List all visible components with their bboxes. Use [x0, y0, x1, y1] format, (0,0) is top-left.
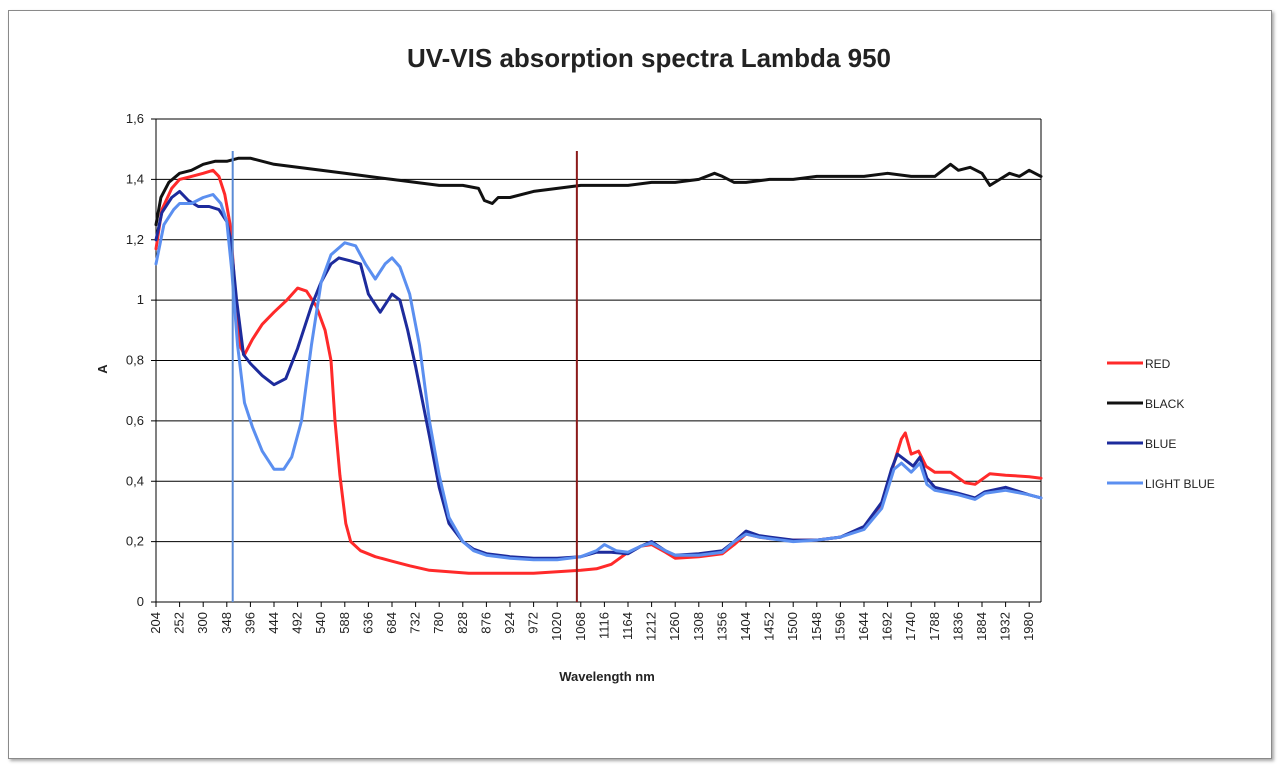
- x-tick-label: 732: [408, 612, 423, 634]
- chart-title: UV-VIS absorption spectra Lambda 950: [407, 43, 891, 73]
- vertical-markers: [231, 151, 578, 602]
- x-tick-label: 348: [219, 612, 234, 634]
- x-tick-label: 636: [360, 612, 375, 634]
- y-axis-label: A: [95, 364, 110, 374]
- legend-label: BLUE: [1145, 437, 1176, 451]
- legend-label: RED: [1145, 357, 1171, 371]
- y-tick-label: 1,4: [126, 171, 144, 186]
- x-tick-label: 492: [290, 612, 305, 634]
- x-tick-label: 1308: [691, 612, 706, 641]
- x-tick-label: 1068: [573, 612, 588, 641]
- x-tick-labels: 204 252 300 348 396 444 492 540 588 636 684 732 780 8…: [148, 612, 1036, 641]
- x-tick-label: 1596: [832, 612, 847, 641]
- y-tick-labels: 0 0,2 0,4 0,6 0,8 1 1,2 1,4 1,6: [126, 111, 144, 609]
- x-tick-label: 588: [337, 612, 352, 634]
- x-tick-label: 684: [384, 612, 399, 634]
- x-tick-label: 540: [313, 612, 328, 634]
- x-tick-label: 876: [478, 612, 493, 634]
- x-tick-label: 1836: [950, 612, 965, 641]
- x-tick-label: 780: [431, 612, 446, 634]
- x-tick-label: 1164: [620, 612, 635, 640]
- legend: RED BLACK BLUE LIGHT BLUE: [1107, 357, 1215, 491]
- x-tick-label: 1116: [596, 612, 611, 639]
- x-tick-label: 1356: [714, 612, 729, 641]
- y-tick-label: 0,8: [126, 353, 144, 368]
- series-line-light-blue: [154, 193, 1043, 562]
- x-tick-label: 444: [266, 612, 281, 634]
- grid-lines: [156, 118, 1041, 543]
- x-tick-label: 1644: [856, 612, 871, 641]
- x-tick-label: 1548: [809, 612, 824, 641]
- x-tick-label: 396: [242, 612, 257, 634]
- y-tick-label: 0,2: [126, 534, 144, 549]
- legend-label: BLACK: [1145, 397, 1184, 411]
- y-tick-label: 1: [137, 292, 144, 307]
- y-tick-label: 0,4: [126, 473, 144, 488]
- y-tick-label: 1,6: [126, 111, 144, 126]
- legend-label: LIGHT BLUE: [1145, 477, 1215, 491]
- chart-frame: UV-VIS absorption spectra Lambda 950 0 0,…: [8, 10, 1272, 759]
- x-tick-label: 1884: [974, 612, 989, 641]
- chart: UV-VIS absorption spectra Lambda 950 0 0,…: [95, 43, 1215, 684]
- x-tick-label: 972: [526, 612, 541, 634]
- series-lines: [154, 156, 1043, 575]
- x-tick-label: 1980: [1021, 612, 1036, 641]
- x-tick-label: 1452: [762, 612, 777, 641]
- x-tick-label: 1212: [644, 612, 659, 641]
- x-tick-label: 1260: [667, 612, 682, 641]
- x-axis-label: Wavelength nm: [559, 669, 655, 684]
- x-tick-label: 300: [195, 612, 210, 634]
- x-tick-label: 1692: [880, 612, 895, 641]
- x-tick-label: 1500: [785, 612, 800, 641]
- x-tick-label: 1404: [738, 612, 753, 641]
- x-tick-label: 1740: [903, 612, 918, 641]
- y-tick-label: 0: [137, 594, 144, 609]
- x-tick-label: 828: [455, 612, 470, 634]
- x-tick-label: 204: [148, 612, 163, 634]
- y-tick-label: 1,2: [126, 232, 144, 247]
- x-tick-label: 924: [502, 612, 517, 634]
- x-tick-label: 1788: [927, 612, 942, 641]
- axes: [151, 118, 1042, 607]
- series-line-black: [154, 156, 1043, 227]
- x-tick-label: 1020: [549, 612, 564, 641]
- x-tick-label: 1932: [998, 612, 1013, 641]
- y-tick-label: 0,6: [126, 413, 144, 428]
- x-tick-label: 252: [172, 612, 187, 634]
- series-line-blue: [154, 189, 1043, 560]
